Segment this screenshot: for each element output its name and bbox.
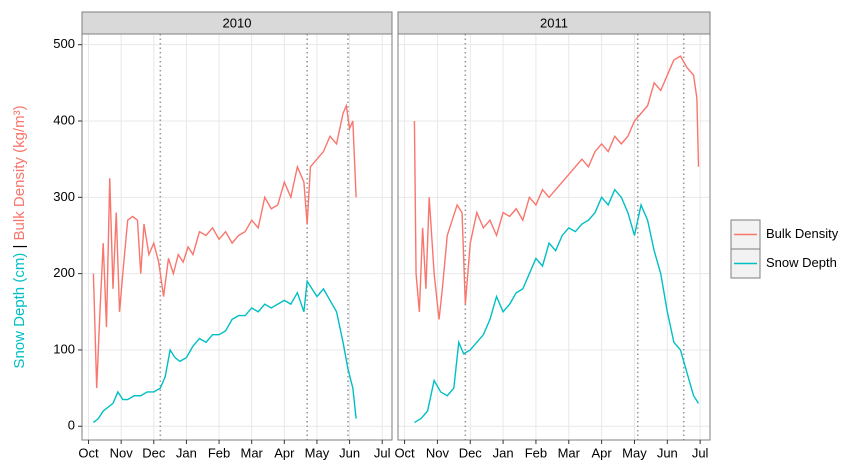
y-tick-label: 500 bbox=[53, 36, 75, 51]
x-tick-label: Feb bbox=[525, 445, 547, 460]
y-axis-label: Snow Depth (cm) | Bulk Density (kg/m³) bbox=[11, 105, 28, 368]
legend-label: Snow Depth bbox=[766, 255, 837, 270]
x-tick-label: Mar bbox=[558, 445, 581, 460]
y-tick-label: 200 bbox=[53, 265, 75, 280]
x-tick-label: Dec bbox=[459, 445, 483, 460]
x-tick-label: Feb bbox=[208, 445, 230, 460]
y-tick-label: 400 bbox=[53, 112, 75, 127]
data-line bbox=[92, 103, 357, 389]
x-tick-label: Jul bbox=[374, 445, 391, 460]
y-tick-label: 300 bbox=[53, 189, 75, 204]
x-tick-label: Oct bbox=[78, 445, 99, 460]
x-tick-label: Nov bbox=[110, 445, 134, 460]
strip-background bbox=[397, 11, 711, 35]
strip-background bbox=[81, 11, 393, 35]
x-tick-label: Jan bbox=[493, 445, 514, 460]
y-axis-label-part: Snow Depth (cm) bbox=[11, 253, 28, 369]
data-line bbox=[92, 279, 357, 424]
x-tick-label: Jun bbox=[339, 445, 360, 460]
x-tick-label: Mar bbox=[240, 445, 263, 460]
y-axis-label-part: Bulk Density (kg/m³) bbox=[11, 105, 28, 240]
x-tick-label: Dec bbox=[142, 445, 166, 460]
x-tick-label: Apr bbox=[592, 445, 613, 460]
x-tick-label: Jul bbox=[692, 445, 709, 460]
y-axis-label-part: | bbox=[11, 240, 28, 252]
data-line bbox=[413, 55, 700, 320]
y-tick-label: 100 bbox=[53, 341, 75, 356]
x-tick-label: Nov bbox=[426, 445, 450, 460]
x-tick-label: May bbox=[622, 445, 647, 460]
panel-background bbox=[398, 34, 710, 440]
x-tick-label: Jun bbox=[657, 445, 678, 460]
legend-label: Bulk Density bbox=[766, 226, 839, 241]
strip-title: 2010 bbox=[223, 15, 252, 30]
x-tick-label: May bbox=[305, 445, 330, 460]
x-tick-label: Apr bbox=[274, 445, 295, 460]
y-tick-label: 0 bbox=[68, 418, 75, 433]
data-line bbox=[414, 188, 700, 424]
x-tick-label: Oct bbox=[394, 445, 415, 460]
strip-title: 2011 bbox=[540, 15, 568, 30]
x-tick-label: Jan bbox=[176, 445, 197, 460]
